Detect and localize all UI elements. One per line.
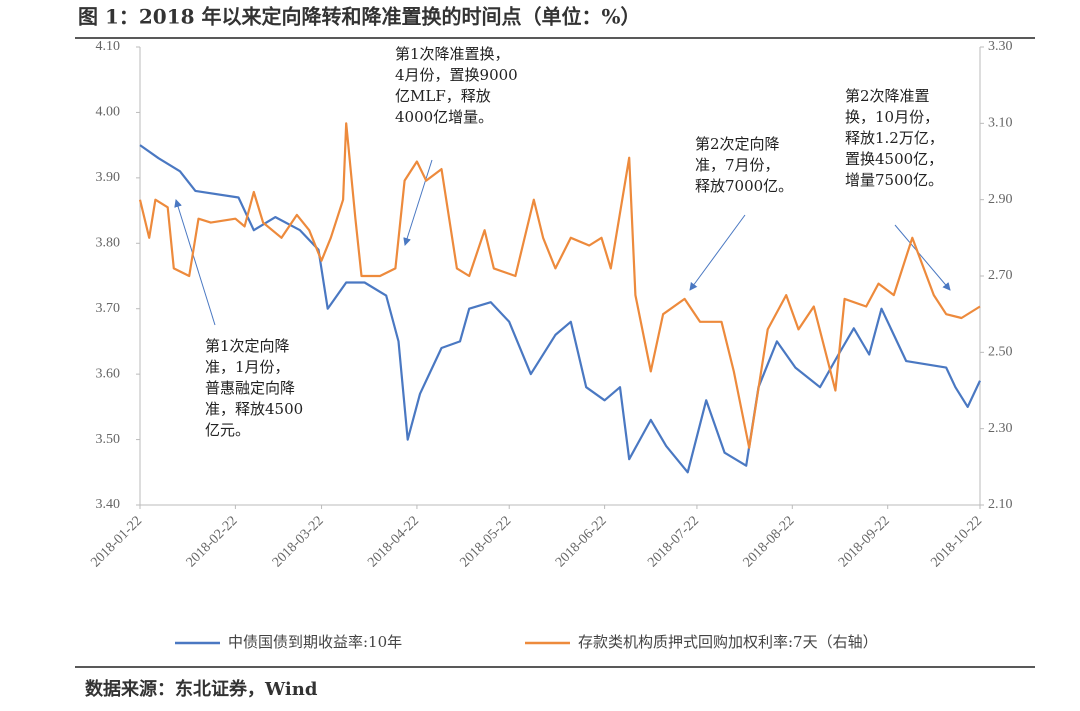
annotation-line: 第2次定向降 xyxy=(695,135,780,153)
series-line xyxy=(138,122,981,449)
y2-tick-label: 2.30 xyxy=(988,421,1013,436)
y-tick-label: 3.50 xyxy=(96,432,121,447)
x-tick-label: 2018-07-22 xyxy=(645,513,702,570)
y2-tick-label: 3.30 xyxy=(988,39,1013,54)
arrow xyxy=(403,159,433,246)
x-tick-label: 2018-08-22 xyxy=(741,513,798,570)
annotation-line: 准，1月份， xyxy=(205,358,290,376)
x-tick-label: 2018-05-22 xyxy=(458,513,515,570)
x-tick-label: 2018-06-22 xyxy=(553,513,610,570)
series-line xyxy=(139,144,981,474)
y-tick-label: 3.70 xyxy=(96,301,121,316)
annotation-line: 普惠融定向降 xyxy=(205,379,295,397)
source: 数据来源：东北证券，Wind xyxy=(85,678,318,700)
x-tick-label: 2018-03-22 xyxy=(270,513,327,570)
annotation-line: 4月份，置换9000 xyxy=(395,66,518,84)
y2-tick-label: 2.50 xyxy=(988,345,1013,360)
y-tick-label: 3.60 xyxy=(96,366,121,381)
annotation-line: 增量7500亿。 xyxy=(845,171,943,189)
arrow xyxy=(894,224,951,291)
y2-tick-label: 2.90 xyxy=(988,192,1013,207)
y-tick-label: 4.00 xyxy=(96,105,121,120)
annotation-arrows xyxy=(174,159,951,326)
y2-tick-label: 3.10 xyxy=(988,116,1013,131)
y2-tick-label: 2.10 xyxy=(988,497,1013,512)
annotation-line: 准，释放4500 xyxy=(205,400,303,418)
annotation-line: 释放1.2万亿， xyxy=(845,129,944,147)
annotation-line: 第1次定向降 xyxy=(205,337,290,355)
x-tick-label: 2018-02-22 xyxy=(184,513,241,570)
arrow xyxy=(689,214,746,291)
annotation-line: 换，10月份， xyxy=(845,108,939,126)
x-tick-label: 2018-01-22 xyxy=(88,513,145,570)
annotation-line: 准，7月份， xyxy=(695,156,780,174)
y-tick-label: 3.80 xyxy=(96,236,121,251)
y-tick-label: 3.40 xyxy=(96,497,121,512)
annotation-line: 亿元。 xyxy=(205,421,250,439)
y-tick-label: 3.90 xyxy=(96,170,121,185)
y-tick-label: 4.10 xyxy=(96,39,121,54)
legend-label: 存款类机构质押式回购加权利率:7天（右轴） xyxy=(578,633,878,651)
x-tick-label: 2018-04-22 xyxy=(365,513,422,570)
annotation-line: 第1次降准置换， xyxy=(395,45,510,63)
arrow xyxy=(174,199,216,326)
x-tick-label: 2018-09-22 xyxy=(836,513,893,570)
legend-label: 中债国债到期收益率:10年 xyxy=(228,633,402,651)
x-tick-label: 2018-10-22 xyxy=(928,513,985,570)
annotation-line: 亿MLF，释放 xyxy=(395,87,491,105)
y2-tick-label: 2.70 xyxy=(988,268,1013,283)
annotation-line: 第2次降准置 xyxy=(845,87,930,105)
annotation-line: 释放7000亿。 xyxy=(695,177,793,195)
annotation-line: 置换4500亿， xyxy=(845,150,943,168)
chart-title: 图 1：2018 年以来定向降转和降准置换的时间点（单位：%） xyxy=(78,5,641,29)
annotation-line: 4000亿增量。 xyxy=(395,108,493,126)
